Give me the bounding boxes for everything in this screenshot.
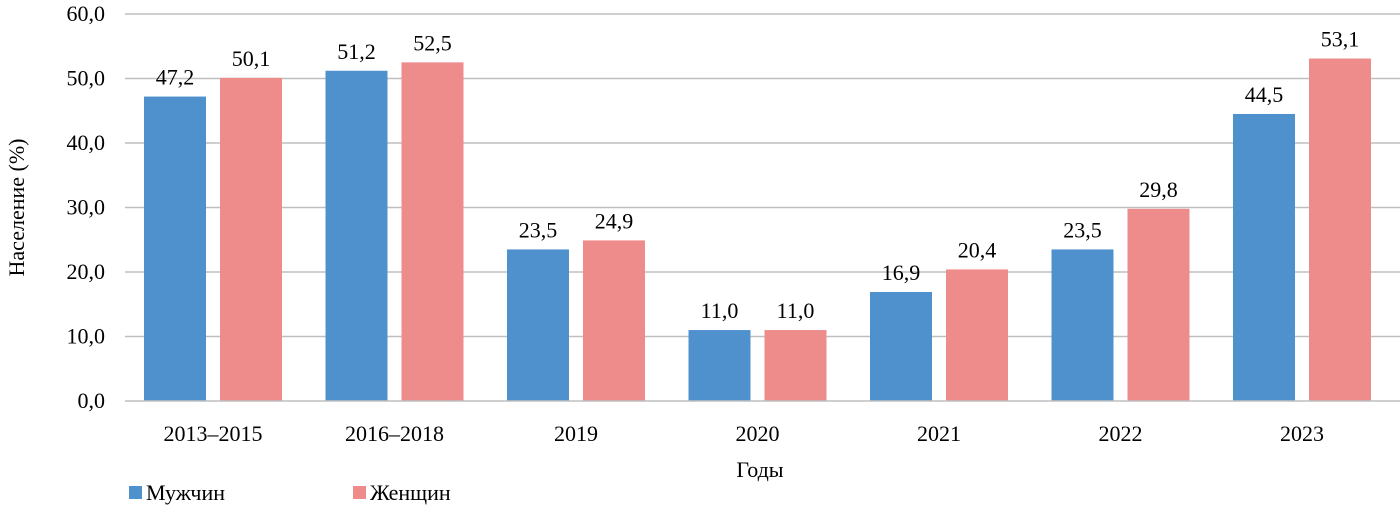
data-label: 50,1 (232, 46, 271, 71)
legend-swatch-women (353, 486, 366, 499)
x-tick-label: 2019 (554, 421, 598, 446)
data-label: 11,0 (777, 298, 815, 323)
bar (507, 249, 569, 401)
legend-label-women: Женщин (370, 480, 451, 505)
data-label: 16,9 (882, 260, 921, 285)
data-label: 20,4 (958, 237, 997, 262)
data-labels: 47,2 50,1 51,2 52,5 23,5 24,9 11,0 11,0 16,9 20,4… (156, 27, 1360, 324)
x-tick-label: 2022 (1099, 421, 1143, 446)
x-axis-title: Годы (736, 457, 783, 482)
data-label: 47,2 (156, 65, 195, 90)
y-tick-label: 10,0 (67, 324, 106, 349)
bar (583, 240, 645, 401)
y-tick-label: 50,0 (67, 66, 106, 91)
bar (946, 269, 1008, 401)
y-tick-label: 0,0 (78, 388, 106, 413)
y-axis-title: Население (%) (4, 139, 29, 277)
bar (1051, 249, 1114, 401)
bar (325, 70, 388, 401)
data-label: 29,8 (1139, 177, 1178, 202)
y-axis-ticks: 0,0 10,0 20,0 30,0 40,0 50,0 60,0 (67, 1, 106, 413)
bar (401, 62, 464, 401)
data-label: 51,2 (337, 39, 376, 64)
data-label: 23,5 (1063, 217, 1102, 242)
legend-label-men: Мужчин (146, 480, 225, 505)
bar (870, 291, 932, 401)
y-tick-label: 40,0 (67, 130, 106, 155)
data-label: 23,5 (519, 217, 558, 242)
y-tick-label: 30,0 (67, 195, 106, 220)
y-tick-label: 60,0 (67, 1, 106, 26)
data-label: 44,5 (1245, 82, 1284, 107)
data-label: 11,0 (701, 298, 739, 323)
gridlines (125, 13, 1400, 338)
y-tick-label: 20,0 (67, 259, 106, 284)
x-tick-label: 2020 (736, 421, 780, 446)
bar (688, 330, 751, 401)
bar (1309, 58, 1371, 401)
legend: Мужчин Женщин (129, 480, 451, 505)
x-tick-label: 2013–2015 (164, 421, 263, 446)
data-label: 24,9 (595, 208, 634, 233)
x-tick-label: 2016–2018 (345, 421, 444, 446)
bar (764, 330, 827, 401)
data-label: 53,1 (1321, 27, 1360, 52)
x-tick-label: 2023 (1280, 421, 1324, 446)
bar (144, 96, 206, 401)
data-label: 52,5 (413, 30, 452, 55)
legend-swatch-men (129, 486, 142, 499)
x-axis-ticks: 2013–2015 2016–2018 2019 2020 2021 2022 2023 (164, 421, 1325, 446)
bar (220, 77, 282, 401)
bar (1127, 208, 1190, 401)
bars (144, 58, 1371, 401)
x-tick-label: 2021 (917, 421, 961, 446)
bar (1233, 113, 1295, 401)
